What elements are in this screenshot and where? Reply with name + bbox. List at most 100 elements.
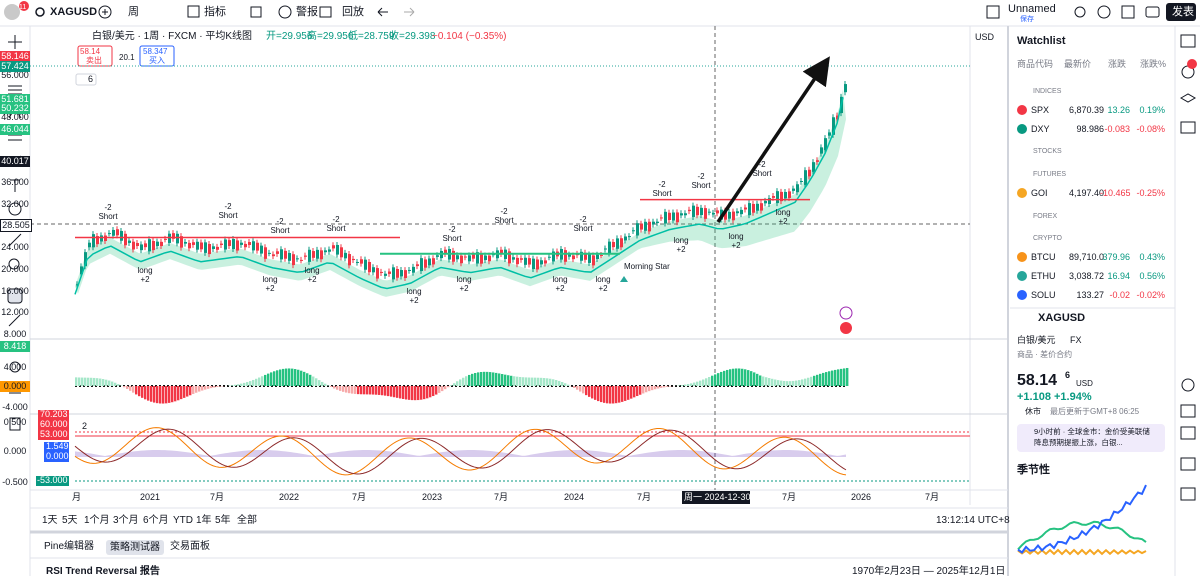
detail-symbol: XAGUSD — [1038, 312, 1086, 324]
histogram-bar — [471, 373, 474, 386]
panel-tab[interactable]: 交易面板 — [170, 541, 210, 552]
publish[interactable]: 发表 — [1172, 6, 1194, 18]
layout-icon[interactable] — [250, 6, 262, 18]
section-header[interactable]: STOCKS — [1033, 148, 1062, 155]
publish-button[interactable] — [1166, 3, 1196, 21]
range-button[interactable]: 5年 — [215, 515, 231, 526]
sell-price[interactable]: 58.14 — [80, 47, 101, 56]
histogram-bar — [834, 369, 837, 386]
indicator-count[interactable]: 6 — [88, 74, 94, 84]
flag-icon[interactable] — [840, 322, 852, 334]
range-button[interactable]: 1天 — [42, 515, 58, 526]
search-icon[interactable] — [35, 7, 45, 17]
replay-icon[interactable] — [319, 6, 332, 18]
candle — [608, 241, 611, 254]
date-range[interactable]: 1970年2月23日 — 2025年12月1日 — [852, 566, 1006, 576]
sell-button[interactable] — [77, 45, 113, 67]
candle — [768, 198, 771, 205]
histogram-bar — [477, 372, 480, 386]
layout-checkbox[interactable] — [986, 5, 1000, 19]
buy-label[interactable]: 买入 — [149, 56, 165, 65]
settings[interactable] — [1097, 5, 1111, 19]
fullscreen[interactable] — [1121, 5, 1135, 19]
rsi-level-label: 70.203 — [40, 409, 68, 419]
symbol-search[interactable]: XAGUSD — [50, 6, 98, 18]
histogram-bar — [699, 380, 702, 386]
histogram-bar — [831, 370, 834, 386]
indicators[interactable]: 指标 — [204, 6, 226, 18]
histogram-bar — [453, 383, 456, 386]
row-symbol[interactable]: GOI — [1031, 188, 1048, 198]
range-button[interactable]: 3个月 — [113, 515, 139, 526]
histogram-bar — [363, 386, 366, 395]
sell-label[interactable]: 卖出 — [86, 56, 102, 65]
section-header[interactable]: FOREX — [1033, 213, 1058, 220]
histogram-bar — [291, 368, 294, 386]
save[interactable]: 保存 — [1020, 16, 1034, 23]
histogram-bar — [774, 379, 777, 386]
candle — [536, 259, 539, 270]
row-last: 89,710.0 — [1068, 252, 1104, 262]
snapshot[interactable] — [1145, 6, 1160, 18]
avatar[interactable] — [4, 4, 20, 20]
redo[interactable] — [404, 7, 415, 17]
drawn-arrow[interactable] — [716, 56, 830, 223]
undo[interactable] — [377, 7, 388, 17]
range-button[interactable]: 6个月 — [143, 515, 169, 526]
section-header[interactable]: FUTURES — [1033, 171, 1067, 178]
range-button[interactable]: 5天 — [62, 515, 78, 526]
alert-icon[interactable] — [278, 5, 292, 19]
histogram-bar — [777, 380, 780, 386]
side-icons[interactable] — [1179, 34, 1197, 501]
histogram-bar — [636, 386, 639, 397]
row-symbol[interactable]: ETHU — [1031, 271, 1056, 281]
buy-price[interactable]: 58.347 — [143, 47, 168, 56]
panel-tab[interactable]: 策略测试器 — [106, 540, 164, 555]
section-header[interactable]: INDICES — [1033, 88, 1062, 95]
candle — [732, 211, 735, 221]
replay[interactable]: 回放 — [342, 6, 364, 18]
histogram-bar — [438, 386, 441, 393]
histogram-bar — [657, 386, 660, 389]
histogram-bar — [321, 381, 324, 386]
alerts[interactable]: 警报 — [296, 6, 318, 18]
candle — [252, 241, 255, 251]
histogram-bar — [804, 378, 807, 386]
row-symbol[interactable]: SPX — [1031, 105, 1050, 115]
range-button[interactable]: 全部 — [237, 515, 257, 526]
seasonality-title[interactable]: 季节性 — [1017, 464, 1050, 476]
range-button[interactable]: YTD — [173, 515, 193, 526]
ohlc-value: 高=29.956 — [307, 31, 354, 42]
currency[interactable]: USD — [975, 32, 995, 42]
layout-name[interactable]: Unnamed — [1008, 3, 1056, 15]
histogram-bar — [525, 377, 528, 386]
panel-tab[interactable]: Pine编辑器 — [44, 541, 95, 552]
watchlist-title[interactable]: Watchlist — [1017, 35, 1066, 47]
row-change: 379.96 — [1102, 252, 1130, 262]
event-icon[interactable] — [839, 306, 853, 320]
range-button[interactable]: 1个月 — [84, 515, 110, 526]
histogram-bar — [114, 382, 117, 386]
candle — [436, 255, 439, 257]
histogram-bar — [633, 386, 636, 398]
clock[interactable]: 13:12:14 UTC+8 — [936, 515, 1010, 526]
news-headline[interactable]: 9小时前 · 全球金市：金价受美联储降息预期提振上涨，白银... — [1034, 427, 1150, 447]
rsi-count[interactable]: 2 — [82, 421, 88, 431]
news-card[interactable] — [1017, 424, 1165, 452]
interval[interactable]: 周 — [128, 6, 139, 18]
candle — [796, 184, 799, 193]
histogram-bar — [135, 386, 138, 395]
candle — [708, 211, 711, 213]
histogram-bar — [825, 372, 828, 386]
row-symbol[interactable]: DXY — [1031, 124, 1050, 134]
candle — [664, 211, 667, 224]
settings-1[interactable] — [1074, 6, 1086, 18]
section-header[interactable]: CRYPTO — [1033, 235, 1062, 242]
row-symbol[interactable]: SOLU — [1031, 290, 1056, 300]
add-symbol[interactable] — [98, 5, 112, 19]
range-button[interactable]: 1年 — [196, 515, 212, 526]
report-title[interactable]: RSI Trend Reversal 报告 — [46, 566, 160, 576]
indicator-icon[interactable] — [187, 5, 200, 18]
histogram-bar — [396, 386, 399, 398]
row-symbol[interactable]: BTCU — [1031, 252, 1056, 262]
